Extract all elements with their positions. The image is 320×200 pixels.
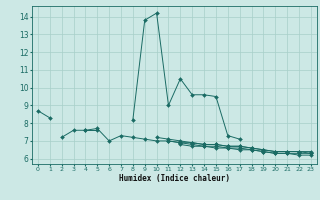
X-axis label: Humidex (Indice chaleur): Humidex (Indice chaleur) — [119, 174, 230, 183]
